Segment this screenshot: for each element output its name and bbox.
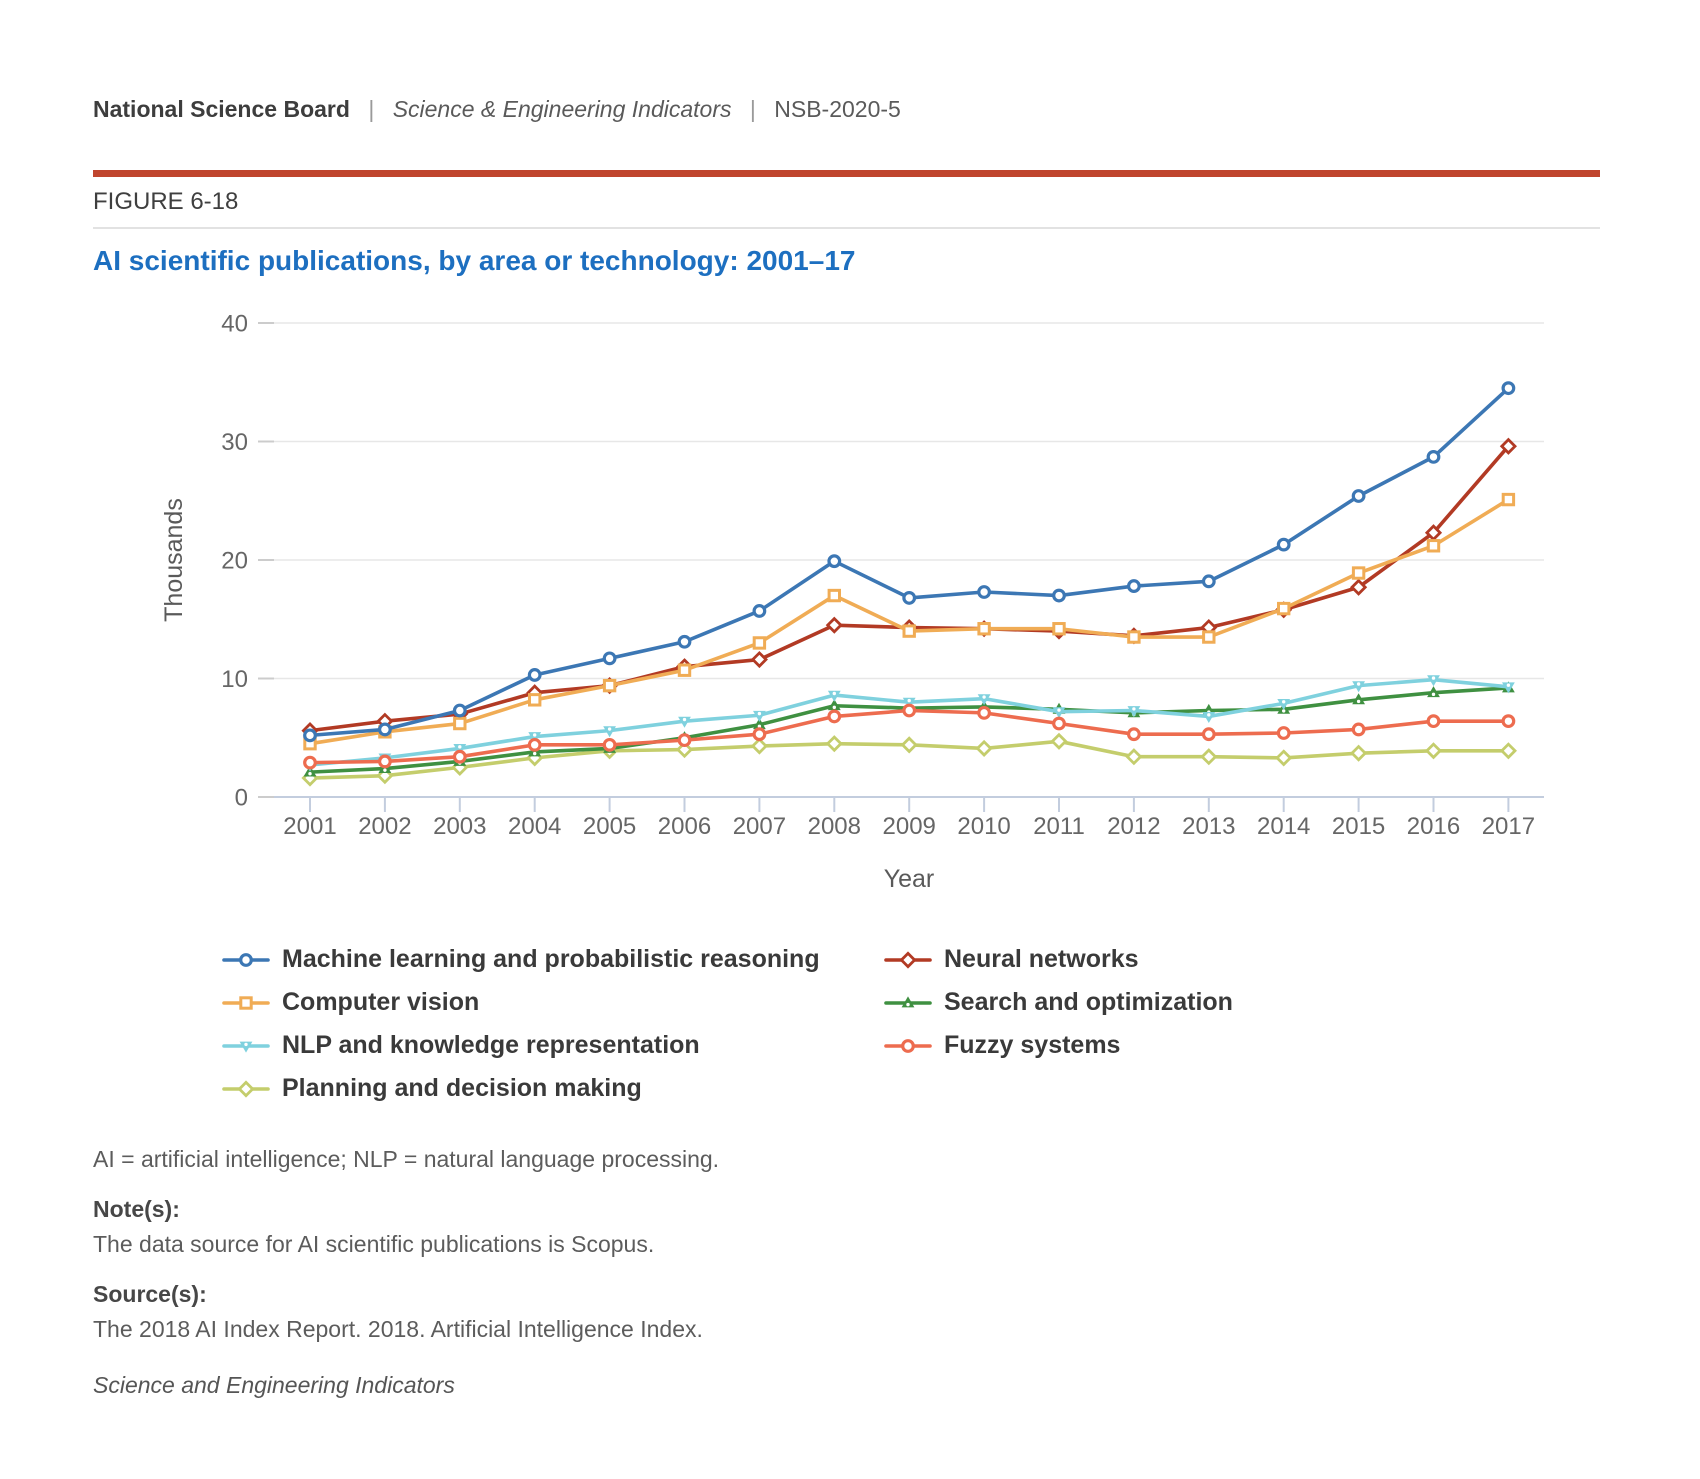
y-axis-title: Thousands bbox=[160, 498, 188, 622]
sources-text: The 2018 AI Index Report. 2018. Artifici… bbox=[93, 1316, 703, 1342]
series-machine-learning-and-probabilistic-reasoning bbox=[303, 381, 1516, 743]
y-tick-label: 10 bbox=[221, 666, 248, 693]
x-tick-label: 2014 bbox=[1257, 813, 1310, 840]
legend-marker-diamond-icon bbox=[884, 950, 932, 969]
notes-text: The data source for AI scientific public… bbox=[93, 1231, 655, 1257]
abbreviation-note: AI = artificial intelligence; NLP = natu… bbox=[93, 1146, 720, 1172]
y-tick-label: 20 bbox=[221, 548, 248, 575]
legend-marker-square-icon bbox=[222, 995, 270, 1010]
x-tick-label: 2009 bbox=[883, 813, 936, 840]
legend-label: Search and optimization bbox=[944, 988, 1233, 1016]
x-tick-label: 2003 bbox=[433, 813, 486, 840]
legend-item-nlp-and-knowledge-representation: NLP and knowledge representation bbox=[222, 1024, 820, 1067]
x-tick-label: 2017 bbox=[1482, 813, 1535, 840]
legend-label: Fuzzy systems bbox=[944, 1031, 1121, 1059]
chart-title: AI scientific publications, by area or t… bbox=[93, 245, 856, 276]
legend-marker-circle-icon bbox=[222, 952, 270, 967]
legend-label: Neural networks bbox=[944, 945, 1139, 973]
x-tick-label: 2001 bbox=[283, 813, 336, 840]
x-axis-title: Year bbox=[884, 865, 935, 893]
x-tick-label: 2016 bbox=[1407, 813, 1460, 840]
legend-marker-triangle-up-icon bbox=[884, 995, 932, 1007]
y-tick-label: 40 bbox=[221, 311, 248, 338]
series-fuzzy-systems bbox=[303, 703, 1516, 770]
header-separator: | bbox=[368, 96, 375, 122]
x-tick-label: 2007 bbox=[733, 813, 786, 840]
figure-label: FIGURE 6-18 bbox=[93, 188, 239, 215]
y-axis: 0 10 20 30 40 bbox=[221, 311, 274, 812]
legend-column-2: Neural networks Search and optimization Fu… bbox=[884, 938, 1233, 1067]
report-id: NSB-2020-5 bbox=[774, 96, 901, 122]
legend-label: Planning and decision making bbox=[282, 1074, 642, 1102]
legend-item-search-and-optimization: Search and optimization bbox=[884, 981, 1233, 1024]
divider-rule bbox=[93, 227, 1600, 229]
legend-item-fuzzy-systems: Fuzzy systems bbox=[884, 1024, 1233, 1067]
x-tick-label: 2008 bbox=[808, 813, 861, 840]
legend-column-1: Machine learning and probabilistic reaso… bbox=[222, 938, 820, 1110]
x-tick-label: 2005 bbox=[583, 813, 636, 840]
legend-item-neural-networks: Neural networks bbox=[884, 938, 1233, 981]
publication-footer: Science and Engineering Indicators bbox=[93, 1372, 455, 1398]
x-tick-label: 2012 bbox=[1107, 813, 1160, 840]
legend-item-machine-learning-and-probabilistic-reasoning: Machine learning and probabilistic reaso… bbox=[222, 938, 820, 981]
x-tick-label: 2013 bbox=[1182, 813, 1235, 840]
legend-label: NLP and knowledge representation bbox=[282, 1031, 700, 1059]
org-name: National Science Board bbox=[93, 96, 350, 122]
legend-item-planning-and-decision-making: Planning and decision making bbox=[222, 1067, 820, 1110]
legend-marker-triangle-down-icon bbox=[222, 1041, 270, 1053]
sources-label: Source(s): bbox=[93, 1281, 207, 1307]
x-tick-label: 2011 bbox=[1033, 813, 1085, 840]
x-tick-label: 2004 bbox=[508, 813, 561, 840]
x-tick-label: 2010 bbox=[957, 813, 1010, 840]
legend-label: Machine learning and probabilistic reaso… bbox=[282, 945, 820, 973]
notes-label: Note(s): bbox=[93, 1196, 180, 1222]
legend-label: Computer vision bbox=[282, 988, 480, 1016]
publication-name: Science & Engineering Indicators bbox=[392, 96, 732, 122]
x-axis: 2001 2002 2003 2004 2005 2006 2007 2008 2009 2010… bbox=[274, 796, 1544, 840]
legend-item-computer-vision: Computer vision bbox=[222, 981, 820, 1024]
x-tick-label: 2006 bbox=[658, 813, 711, 840]
legend-marker-diamond-icon bbox=[222, 1079, 270, 1098]
y-tick-label: 30 bbox=[221, 429, 248, 456]
series-nlp-and-knowledge-representation bbox=[303, 675, 1515, 772]
gridlines bbox=[274, 322, 1544, 680]
accent-rule bbox=[93, 170, 1600, 177]
document-header: National Science Board | Science & Engin… bbox=[93, 96, 901, 123]
y-tick-label: 0 bbox=[235, 785, 248, 812]
legend-marker-circle-icon bbox=[884, 1038, 932, 1053]
x-tick-label: 2015 bbox=[1332, 813, 1385, 840]
x-tick-label: 2002 bbox=[358, 813, 411, 840]
header-separator: | bbox=[749, 96, 756, 122]
